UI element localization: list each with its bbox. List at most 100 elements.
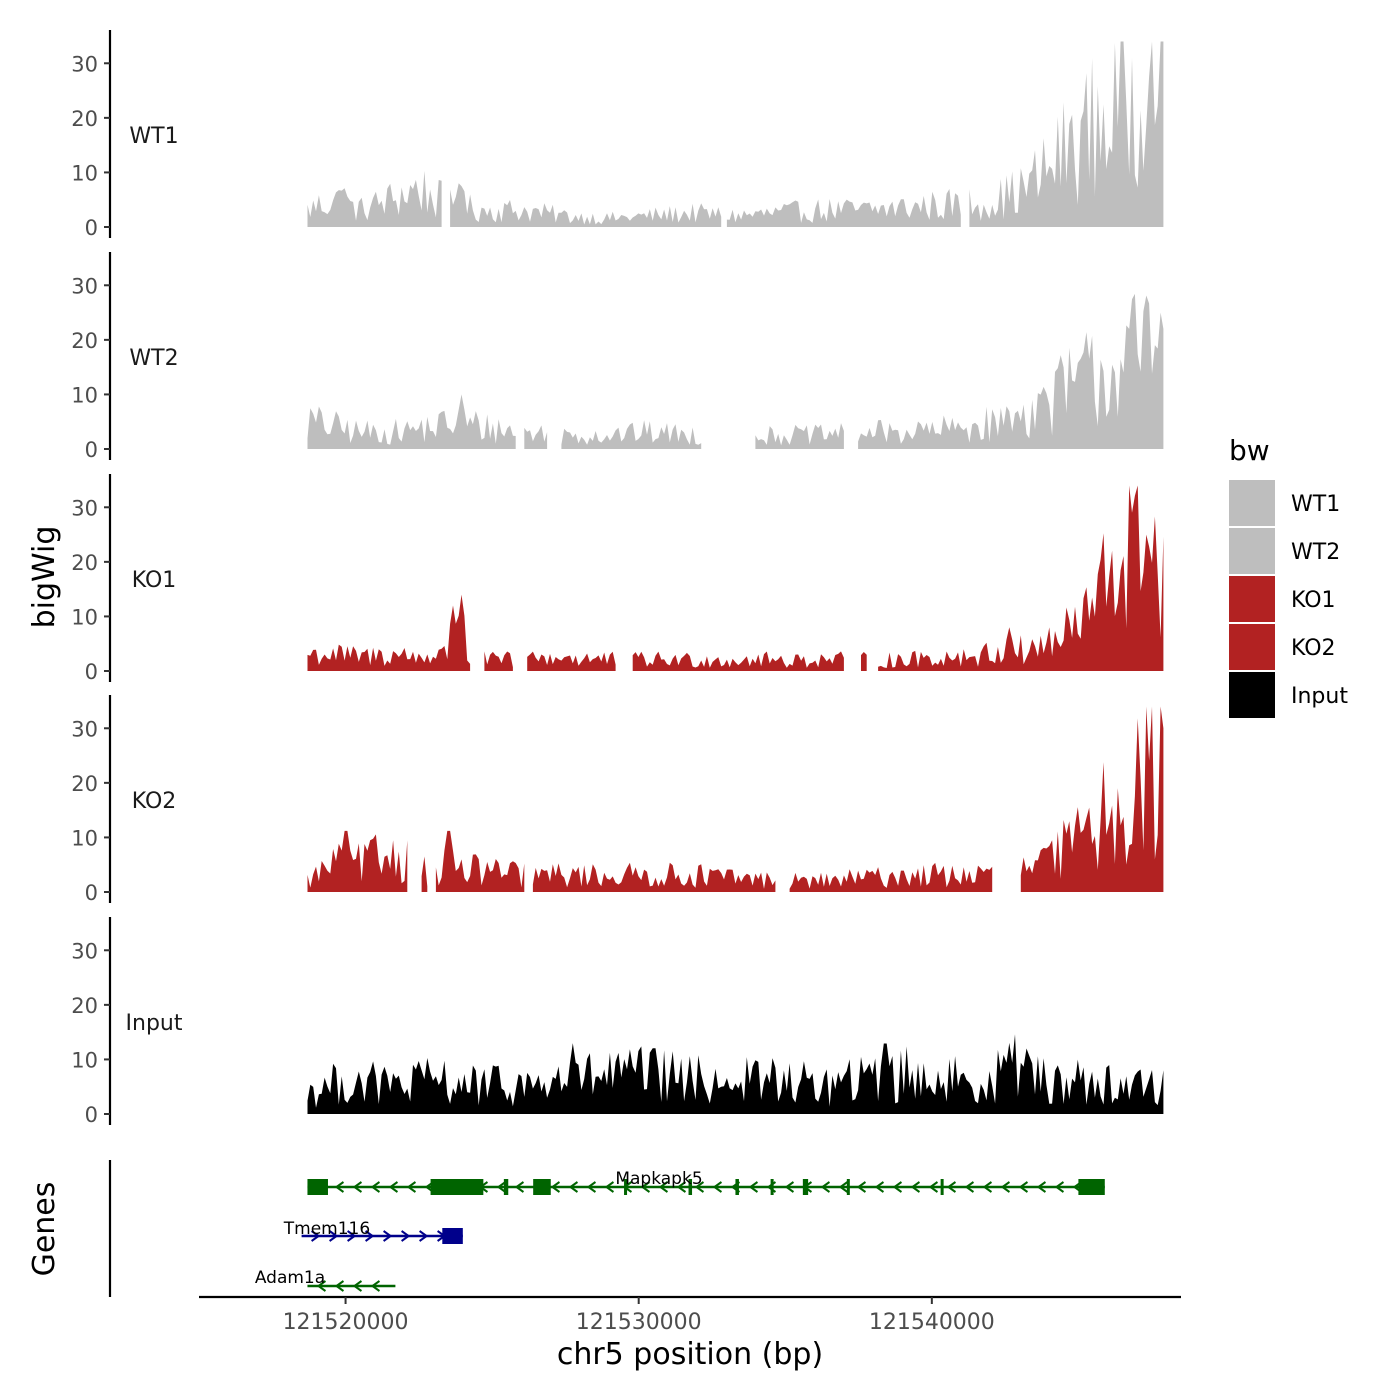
gene-mapkapk5: Mapkapk5 <box>307 1169 1105 1195</box>
exon <box>503 1179 509 1195</box>
strand-arrow <box>928 1181 939 1193</box>
strand-arrow <box>388 1181 399 1193</box>
legend-label-ko2: KO2 <box>1291 636 1336 661</box>
exon <box>688 1179 693 1195</box>
strand-arrow <box>365 1230 375 1242</box>
strand-arrow <box>1054 1181 1065 1193</box>
exon <box>846 1179 850 1195</box>
legend-swatch-wt1 <box>1229 480 1275 526</box>
signal-tracks: 0 10 20 30 WT1 0 10 20 30 WT2 0 10 20 30 KO1 0 10 20 30 KO2… <box>71 30 1164 1127</box>
exon <box>442 1228 463 1244</box>
gene-label-mapkapk5: Mapkapk5 <box>615 1169 702 1189</box>
track-label-ko2: KO2 <box>132 789 177 814</box>
strand-arrow <box>1036 1181 1047 1193</box>
strand-arrow <box>964 1181 975 1193</box>
track-label-input: Input <box>126 1011 183 1036</box>
strand-arrow <box>352 1280 363 1292</box>
y-tick-label: 30 <box>71 52 98 76</box>
strand-arrow <box>658 1181 669 1193</box>
track-ko1: 0 10 20 30 KO1 <box>71 474 1164 684</box>
exon <box>533 1179 551 1195</box>
legend-title: bw <box>1229 434 1270 467</box>
strand-arrow <box>838 1181 849 1193</box>
strand-arrow <box>419 1230 429 1242</box>
strand-arrow <box>1018 1181 1029 1193</box>
strand-arrow <box>910 1181 921 1193</box>
y-axis-label: bigWig <box>27 526 62 629</box>
legend-swatch-ko1 <box>1229 576 1275 622</box>
signal-area-input <box>307 1034 1164 1114</box>
x-axis-label: chr5 position (bp) <box>557 1337 823 1372</box>
track-label-ko1: KO1 <box>132 568 177 593</box>
y-tick-label: 20 <box>71 994 98 1018</box>
strand-arrow <box>514 1181 525 1193</box>
y-tick-label: 20 <box>71 329 98 353</box>
strand-arrow <box>334 1280 345 1292</box>
strand-arrow <box>640 1181 651 1193</box>
y-tick-label: 20 <box>71 107 98 131</box>
exon <box>430 1179 484 1195</box>
strand-arrow <box>370 1280 381 1292</box>
legend: bw WT1 WT2 KO1 KO2 Input <box>1229 434 1348 718</box>
y-tick-label: 10 <box>71 826 98 850</box>
legend-swatch-wt2 <box>1229 528 1275 574</box>
exon <box>940 1179 944 1195</box>
signal-area-ko2 <box>307 706 1164 892</box>
strand-arrow <box>874 1181 885 1193</box>
strand-arrow <box>383 1230 393 1242</box>
y-tick-label: 10 <box>71 1048 98 1072</box>
strand-arrow <box>329 1230 339 1242</box>
y-tick-label: 20 <box>71 772 98 796</box>
legend-label-wt1: WT1 <box>1291 492 1340 517</box>
strand-arrow <box>784 1181 795 1193</box>
track-ko2: 0 10 20 30 KO2 <box>71 695 1164 905</box>
strand-arrow <box>550 1181 561 1193</box>
exon <box>770 1179 774 1195</box>
y-tick-label: 10 <box>71 383 98 407</box>
strand-arrow <box>352 1181 363 1193</box>
genes-track: Mapkapk5 Tmem116 Adam1a <box>108 1160 1105 1297</box>
strand-arrow <box>586 1181 597 1193</box>
y-tick-label: 30 <box>71 939 98 963</box>
strand-arrow <box>311 1230 321 1242</box>
y-tick-label: 10 <box>71 161 98 185</box>
strand-arrow <box>748 1181 759 1193</box>
legend-swatch-input <box>1229 672 1275 718</box>
strand-arrow <box>604 1181 615 1193</box>
y-tick-label: 10 <box>71 605 98 629</box>
legend-label-wt2: WT2 <box>1291 540 1340 565</box>
y-tick-label: 0 <box>85 438 98 462</box>
exon <box>1078 1179 1105 1195</box>
strand-arrow <box>712 1181 723 1193</box>
exon <box>624 1179 628 1195</box>
track-label-wt2: WT2 <box>129 346 178 371</box>
y-tick-label: 0 <box>85 660 98 684</box>
strand-arrow <box>1000 1181 1011 1193</box>
strand-arrow <box>316 1280 327 1292</box>
y-tick-label: 30 <box>71 496 98 520</box>
strand-arrow <box>334 1181 345 1193</box>
gene-label-tmem116: Tmem116 <box>283 1219 370 1239</box>
legend-swatch-ko2 <box>1229 624 1275 670</box>
y-tick-label: 30 <box>71 717 98 741</box>
strand-arrow <box>347 1230 357 1242</box>
gene-adam1a: Adam1a <box>255 1268 396 1292</box>
signal-area-wt1 <box>307 41 1164 227</box>
y-tick-label: 0 <box>85 1103 98 1127</box>
signal-area-wt2 <box>307 293 1164 449</box>
genes-track-label: Genes <box>27 1182 62 1277</box>
exon <box>307 1179 328 1195</box>
track-input: 0 10 20 30 Input <box>71 917 1164 1127</box>
strand-arrow <box>406 1181 417 1193</box>
strand-arrow <box>676 1181 687 1193</box>
strand-arrow <box>856 1181 867 1193</box>
exon <box>802 1179 809 1195</box>
strand-arrow <box>820 1181 831 1193</box>
y-tick-label: 0 <box>85 881 98 905</box>
strand-arrow <box>496 1181 507 1193</box>
legend-label-input: Input <box>1291 684 1348 709</box>
strand-arrow <box>401 1230 411 1242</box>
x-tick-label: 121520000 <box>283 1310 409 1335</box>
strand-arrow <box>370 1181 381 1193</box>
